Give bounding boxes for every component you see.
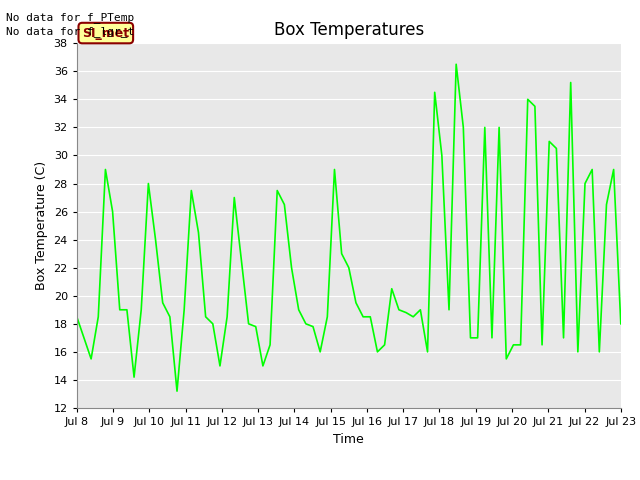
Text: No data for f_PTemp: No data for f_PTemp (6, 12, 134, 23)
Title: Box Temperatures: Box Temperatures (274, 21, 424, 39)
X-axis label: Time: Time (333, 432, 364, 445)
Y-axis label: Box Temperature (C): Box Temperature (C) (35, 161, 48, 290)
Text: No data for f_lgr_t: No data for f_lgr_t (6, 26, 134, 37)
Text: SI_met: SI_met (82, 26, 129, 39)
